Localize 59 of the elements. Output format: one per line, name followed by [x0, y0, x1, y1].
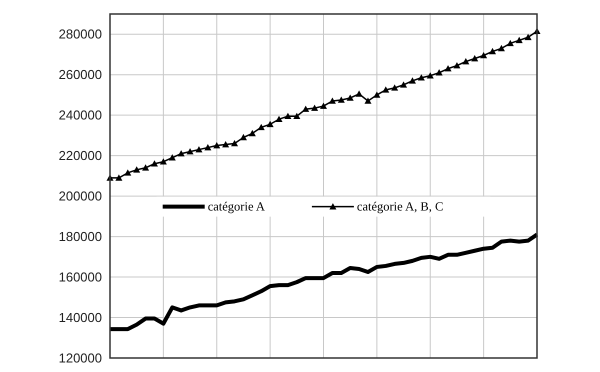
y-tick-label: 180000	[58, 229, 102, 244]
y-tick-label: 140000	[58, 310, 102, 326]
point	[364, 98, 372, 104]
point	[178, 150, 185, 156]
point	[356, 90, 363, 97]
point	[462, 58, 470, 64]
y-tick-label: 160000	[58, 270, 102, 285]
point	[391, 84, 398, 91]
y-tick-label: 220000	[58, 148, 102, 164]
point	[195, 146, 202, 152]
point	[444, 65, 452, 72]
point	[373, 91, 380, 98]
point	[524, 34, 532, 40]
point	[311, 104, 318, 111]
point	[150, 160, 158, 167]
point	[506, 40, 514, 46]
point	[418, 74, 425, 81]
point	[382, 86, 390, 93]
point	[186, 148, 194, 154]
point	[426, 72, 434, 79]
point	[293, 112, 300, 119]
y-tick-label: 120000	[58, 350, 102, 366]
y-tick-label: 260000	[58, 67, 102, 82]
point	[160, 158, 167, 165]
point	[480, 52, 488, 58]
point	[408, 77, 416, 84]
point	[498, 44, 505, 52]
legend-label: catégorie A	[208, 200, 265, 214]
y-tick-label: 280000	[58, 26, 102, 42]
point	[231, 140, 238, 146]
point	[258, 124, 265, 130]
point	[400, 81, 408, 88]
point	[516, 36, 523, 44]
point	[204, 144, 212, 150]
point	[124, 169, 132, 176]
point	[489, 48, 496, 54]
point	[168, 154, 176, 160]
point	[346, 94, 354, 101]
point	[213, 142, 220, 148]
point	[222, 141, 230, 148]
point	[302, 106, 310, 112]
point	[471, 55, 478, 62]
point	[142, 164, 150, 171]
point	[248, 130, 256, 136]
point	[453, 62, 460, 68]
point	[320, 102, 327, 109]
point	[115, 174, 122, 181]
point	[338, 96, 345, 103]
y-tick-label: 200000	[58, 188, 102, 204]
y-tick-label: 240000	[58, 108, 102, 123]
point	[266, 120, 274, 128]
point	[436, 69, 443, 76]
point	[328, 98, 336, 104]
point	[133, 166, 140, 173]
point	[284, 112, 292, 119]
point	[240, 134, 247, 140]
point	[276, 116, 283, 122]
line-series	[108, 232, 539, 332]
legend-label: catégorie A, B, C	[356, 200, 444, 214]
